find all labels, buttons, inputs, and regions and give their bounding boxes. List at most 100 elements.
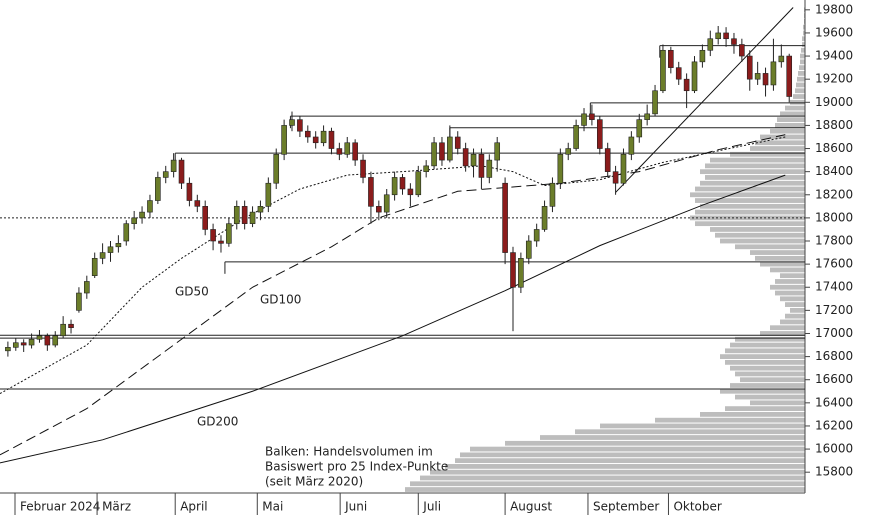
candle-body: [454, 136, 461, 149]
x-tick-label: Februar 2024: [20, 500, 100, 514]
moving-average: [0, 136, 786, 395]
candle-body: [186, 182, 193, 201]
candle-body: [241, 206, 248, 224]
candle-body: [470, 154, 477, 167]
candle-body: [557, 154, 564, 184]
volume-bar: [799, 65, 805, 71]
volume-bar: [430, 469, 805, 475]
candle-body: [304, 130, 311, 138]
volume-bar: [750, 146, 805, 151]
candle-body: [494, 142, 501, 161]
volume-bar: [700, 180, 805, 186]
candle-body: [762, 73, 769, 86]
candle-body: [786, 55, 793, 97]
volume-bar: [777, 117, 805, 123]
volume-bar: [735, 371, 805, 377]
y-tick-label: 17600: [815, 257, 853, 271]
x-tick-label: Juli: [422, 500, 441, 514]
annotation: Basiswert pro 25 Index-Punkte: [265, 460, 448, 474]
volume-bar: [780, 273, 805, 279]
annotation: Balken: Handelsvolumen im: [265, 445, 433, 459]
y-tick-label: 18000: [815, 210, 853, 224]
candle-body: [518, 258, 524, 288]
volume-bar: [802, 42, 805, 47]
candle-body: [328, 130, 335, 149]
volume-bar: [780, 296, 805, 302]
candle-body: [668, 49, 674, 68]
average-label: GD50: [175, 285, 209, 299]
volume-bar: [780, 111, 805, 117]
candle-body: [107, 246, 114, 253]
candle-body: [36, 335, 43, 340]
candle-body: [170, 159, 177, 172]
volume-bar: [470, 446, 805, 452]
volume-bar: [790, 307, 805, 313]
candle-body: [423, 165, 429, 172]
average-label: GD200: [197, 415, 238, 429]
y-tick-label: 15800: [815, 465, 853, 479]
candle-body: [194, 200, 201, 207]
volume-bar: [710, 157, 805, 163]
volume-bar: [775, 290, 805, 296]
candle-body: [139, 211, 145, 219]
candle-body: [770, 61, 777, 86]
candle-body: [178, 159, 185, 184]
y-tick-label: 18400: [815, 164, 853, 178]
volume-bar: [690, 215, 805, 221]
x-tick-label: März: [102, 500, 131, 514]
volume-bar: [655, 417, 805, 423]
volume-bar: [445, 464, 805, 469]
y-tick-label: 16000: [815, 442, 853, 456]
volume-bar: [790, 99, 805, 105]
volume-bar: [575, 429, 805, 435]
candle-body: [218, 240, 224, 244]
x-tick-label: Oktober: [673, 500, 721, 514]
candle-body: [257, 206, 264, 213]
average-label: GD100: [260, 293, 301, 307]
candle-body: [115, 243, 122, 248]
candle-body: [486, 159, 493, 178]
candle-body: [462, 148, 469, 167]
volume-bar: [695, 209, 805, 215]
candle-body: [155, 177, 161, 201]
trend-line: [615, 7, 794, 193]
candle-body: [202, 206, 208, 230]
volume-bar: [720, 354, 805, 359]
volume-bar: [700, 203, 805, 209]
y-tick-label: 16600: [815, 372, 853, 386]
y-tick-label: 18200: [815, 187, 853, 201]
candle-body: [597, 119, 603, 149]
candle-body: [162, 171, 169, 178]
volume-bar: [730, 383, 805, 388]
moving-average: [0, 174, 786, 464]
y-tick-label: 16800: [815, 349, 853, 363]
volume-bar: [755, 255, 805, 261]
volume-bar: [405, 487, 805, 492]
candle-body: [691, 61, 698, 92]
volume-bar: [725, 406, 805, 412]
volume-bar: [775, 123, 805, 128]
volume-bar: [420, 475, 805, 481]
volume-bar: [505, 440, 805, 446]
volume-bar: [705, 175, 805, 180]
candle-body: [91, 258, 98, 276]
volume-bar: [801, 47, 805, 53]
candle-body: [573, 125, 579, 149]
volume-bar: [802, 36, 805, 42]
candle-body: [746, 55, 753, 80]
volume-bar: [720, 238, 805, 244]
volume-bar: [690, 192, 805, 198]
volume-bar: [793, 94, 805, 99]
volume-bar: [700, 169, 805, 175]
candle-body: [360, 159, 366, 178]
volume-bar: [730, 151, 805, 157]
candle-body: [5, 347, 11, 352]
volume-bar: [695, 198, 805, 203]
y-tick-label: 18600: [815, 141, 853, 155]
candle-body: [52, 335, 59, 346]
volume-bar: [803, 30, 805, 36]
candle-body: [478, 154, 485, 178]
candle-body: [265, 182, 272, 207]
annotation: (seit März 2020): [265, 475, 363, 489]
candle-body: [210, 229, 216, 242]
